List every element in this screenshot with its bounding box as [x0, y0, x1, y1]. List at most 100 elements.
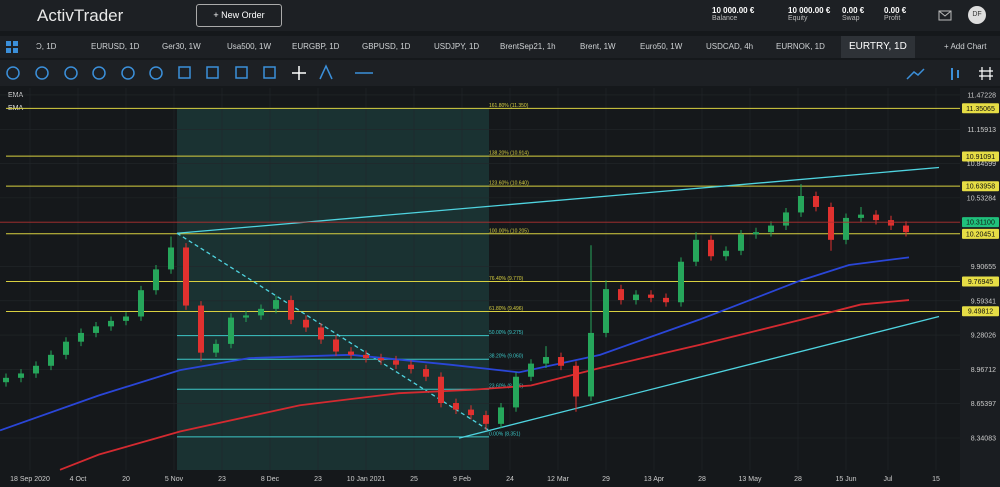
fib-label: 61.80% (9.496): [489, 306, 524, 312]
add-chart[interactable]: + Add Chart: [944, 42, 987, 51]
candle-body: [153, 269, 159, 291]
x-tick-label: 23: [218, 476, 226, 483]
x-tick-label: 8 Dec: [261, 476, 280, 483]
x-tick-label: 23: [314, 476, 322, 483]
candle-body: [93, 326, 99, 333]
chart-tab[interactable]: BrentSep21, 1h: [500, 42, 556, 51]
tab-bar: + Add Chart Ɔ, 1D EURUSD, 1D Ger30, 1W Usa5…: [0, 36, 1000, 58]
candle-body: [468, 409, 474, 416]
candle-body: [768, 225, 774, 233]
ema-line: [0, 256, 910, 432]
trend-line: [176, 232, 490, 431]
candle-body: [408, 364, 414, 370]
x-tick-label: 28: [698, 476, 706, 483]
toolbar-icons: [6, 64, 993, 80]
indicator-label: EMA: [8, 92, 24, 99]
chart-tab[interactable]: Ger30, 1W: [162, 42, 201, 51]
stat-label: Equity: [788, 15, 808, 22]
candle-body: [378, 358, 384, 361]
price-tag-label: 10.91091: [966, 154, 995, 161]
fib-label: 50.00% (9.275): [489, 330, 524, 336]
candle-body: [588, 332, 594, 397]
x-tick-label: 28: [794, 476, 802, 483]
candle-body: [48, 354, 54, 366]
candle-body: [348, 351, 354, 355]
candle-body: [858, 214, 864, 218]
candle-body: [18, 373, 24, 378]
price-tag-label: 9.76945: [968, 279, 993, 286]
chart-tab[interactable]: Brent, 1W: [580, 42, 616, 51]
candle-body: [318, 327, 324, 340]
chart-tab[interactable]: Usa500, 1W: [227, 42, 272, 51]
chart-tab[interactable]: EURUSD, 1D: [91, 42, 140, 51]
candle-body: [738, 234, 744, 251]
new-order-button[interactable]: + New Order: [196, 4, 282, 27]
candle-body: [873, 214, 879, 221]
candle-body: [633, 294, 639, 301]
price-tag: [962, 228, 999, 239]
fib-label: 100.00% (10.205): [489, 228, 529, 234]
candle-body: [798, 196, 804, 213]
mail-icon[interactable]: [938, 10, 952, 21]
logo: ActivTrader: [37, 6, 124, 25]
balance: 10 000.00 € Balance: [712, 6, 754, 22]
y-tick-label: 11.15913: [967, 127, 996, 134]
y-tick-label: 9.59341: [971, 298, 996, 305]
candle-body: [783, 212, 789, 226]
stat-value: 10 000.00 €: [712, 6, 755, 15]
grid-icon[interactable]: [6, 41, 18, 53]
price-tag: [962, 276, 999, 287]
chart: EMA EMA 18 Sep 2020 4 Oct 20 5 Nov 23 8 Dec 23…: [0, 88, 1000, 487]
fib-label: 38.20% (9.060): [489, 354, 524, 360]
candle-body: [3, 377, 9, 383]
stat-label: Balance: [712, 15, 738, 22]
candle-body: [138, 290, 144, 317]
chart-tab[interactable]: EURNOK, 1D: [776, 42, 825, 51]
x-tick-label: 13 Apr: [644, 476, 665, 483]
candle-body: [753, 232, 759, 235]
candle-body: [498, 407, 504, 424]
chart-tab[interactable]: EURGBP, 1D: [292, 42, 340, 51]
stat-label: Swap: [842, 15, 860, 22]
candle-body: [453, 403, 459, 410]
x-tick-label: 15 Jun: [835, 476, 856, 483]
chart-tab[interactable]: EURTRY, 1D: [841, 36, 915, 58]
y-tick-label: 8.96712: [971, 367, 996, 374]
candle-body: [813, 196, 819, 207]
toolbar: [0, 60, 1000, 86]
avatar[interactable]: DF: [968, 6, 986, 24]
candle-body: [258, 308, 264, 316]
candle-body: [228, 317, 234, 344]
x-tick-label: 15: [932, 476, 940, 483]
chart-tab[interactable]: USDCAD, 4h: [706, 42, 754, 51]
candle-body: [108, 320, 114, 327]
trend-line: [458, 315, 940, 439]
candle-body: [528, 363, 534, 377]
candle-body: [603, 289, 609, 333]
y-tick-label: 8.65397: [971, 401, 996, 408]
chart-tab[interactable]: Euro50, 1W: [640, 42, 683, 51]
fib-label: 161.80% (11.350): [489, 103, 529, 109]
candle-body: [303, 319, 309, 328]
chart-tab[interactable]: Ɔ, 1D: [36, 42, 57, 51]
candle-body: [78, 332, 84, 342]
candle-body: [543, 357, 549, 364]
price-tag-label: 10.63958: [966, 184, 995, 191]
x-tick-label: 18 Sep 2020: [10, 476, 50, 483]
fib-label: 138.20% (10.914): [489, 151, 529, 157]
equity: 10 000.00 € Equity: [788, 6, 830, 22]
y-tick-label: 10.53284: [967, 195, 996, 202]
stat-value: 0.00 €: [842, 6, 865, 15]
fib-label: 123.60% (10.640): [489, 181, 529, 187]
chart-tab[interactable]: GBPUSD, 1D: [362, 42, 411, 51]
x-tick-label: 12 Mar: [547, 476, 569, 483]
x-tick-label: 29: [602, 476, 610, 483]
price-tag: [962, 103, 999, 114]
candle-body: [573, 365, 579, 397]
candle-body: [558, 357, 564, 366]
x-tick-label: 20: [122, 476, 130, 483]
candle-body: [423, 369, 429, 377]
stat-label: Profit: [884, 15, 901, 22]
chart-tab[interactable]: USDJPY, 1D: [434, 42, 480, 51]
x-tick-label: 4 Oct: [70, 476, 87, 483]
